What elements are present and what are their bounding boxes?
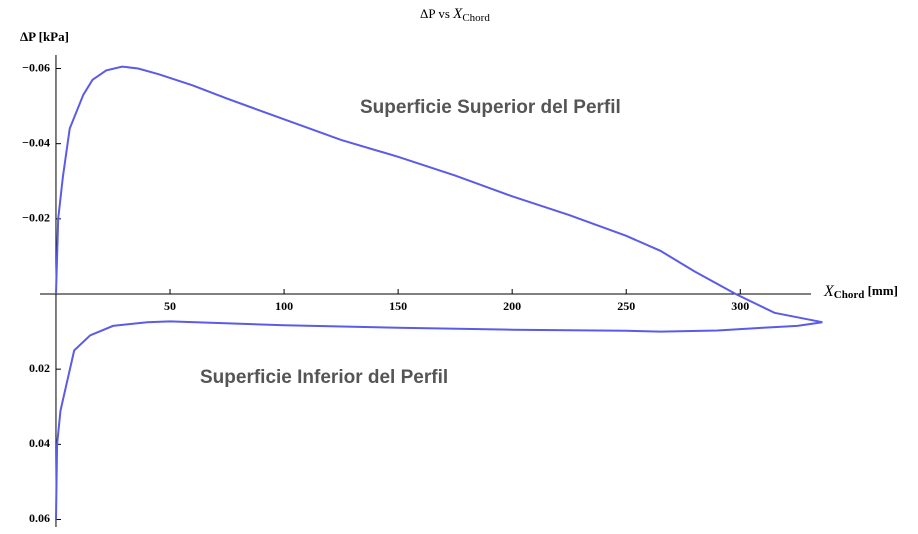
series-line [55,320,823,520]
x-tick-label: 100 [275,299,293,313]
x-tick-label: 250 [617,299,635,313]
x-tick-label: 200 [503,299,521,313]
x-label-symbol: X [823,283,835,300]
y-tick-label: 0.04 [29,436,50,450]
x-tick-label: 300 [731,299,749,313]
x-axis-label: XChord [mm] [823,283,898,301]
title-symbol: X [452,6,463,22]
x-label-unit: [mm] [864,283,898,298]
title-text: ΔP vs [420,6,453,21]
y-tick-label: −0.06 [22,60,50,74]
series-line [55,65,823,324]
y-axis-label: ΔP [kPa] [20,29,69,44]
chart-title: ΔP vs XChord [420,6,490,24]
y-tick-label: −0.02 [22,211,50,225]
x-label-subscript: Chord [834,289,865,301]
x-tick-label: 50 [164,299,176,313]
y-tick-label: 0.06 [29,511,50,525]
annotation: Superficie Inferior del Perfil [200,367,448,388]
title-subscript: Chord [462,12,490,24]
annotation: Superficie Superior del Perfil [360,97,621,118]
y-tick-label: 0.02 [29,361,50,375]
y-tick-label: −0.04 [22,135,50,149]
x-tick-label: 150 [389,299,407,313]
